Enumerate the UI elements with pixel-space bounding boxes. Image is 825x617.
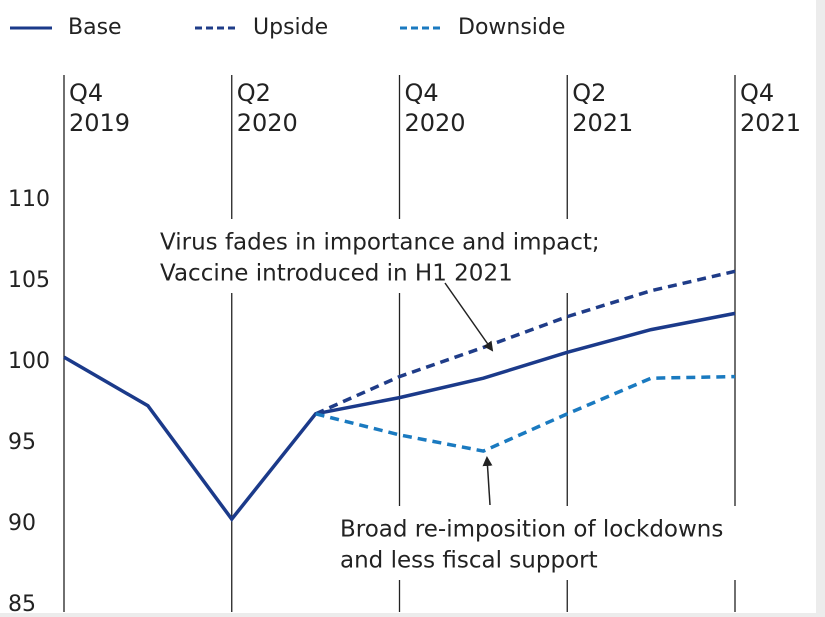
legend-label: Upside [253, 15, 328, 40]
annotation-background [332, 506, 787, 580]
x-tick-label: Q4 2019 [65, 78, 130, 138]
annotation-text: Vaccine introduced in H1 2021 [160, 261, 513, 287]
y-tick-label: 90 [8, 511, 36, 536]
annotation-text: Virus fades in importance and impact; [160, 230, 600, 256]
x-tick-label: Q2 2021 [568, 78, 633, 138]
y-tick-label: 95 [8, 430, 36, 455]
x-tick-label: Q4 2020 [400, 78, 466, 138]
y-tick-label: 110 [8, 187, 50, 212]
legend-label: Downside [458, 15, 565, 40]
annotation-arrow [482, 456, 493, 506]
series-line [63, 311, 736, 523]
series-line [314, 269, 736, 416]
annotation-text: and less fiscal support [340, 548, 598, 574]
x-tick-label: Q4 2021 [736, 78, 801, 138]
annotation-background [152, 219, 607, 293]
series-line [315, 374, 736, 453]
legend-label: Base [68, 15, 122, 40]
annotation-arrow [444, 282, 494, 352]
y-tick-label: 105 [8, 268, 50, 293]
y-tick-label: 85 [8, 592, 36, 617]
x-tick-label: Q2 2020 [232, 78, 298, 138]
y-tick-label: 100 [8, 349, 50, 374]
annotation-text: Broad re-imposition of lockdowns [340, 517, 723, 543]
